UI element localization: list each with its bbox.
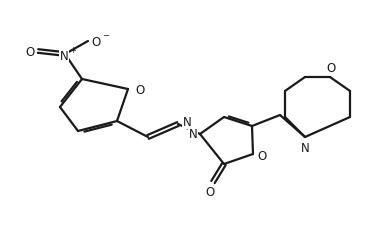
Text: −: − [102,31,109,40]
Text: O: O [257,150,267,163]
Text: O: O [25,45,34,58]
Text: O: O [205,186,214,199]
Text: +: + [69,46,76,55]
Text: O: O [92,35,101,48]
Text: O: O [326,61,336,74]
Text: N: N [60,49,69,62]
Text: N: N [183,116,192,129]
Text: N: N [301,141,309,154]
Text: O: O [135,83,144,96]
Text: N: N [188,128,197,141]
